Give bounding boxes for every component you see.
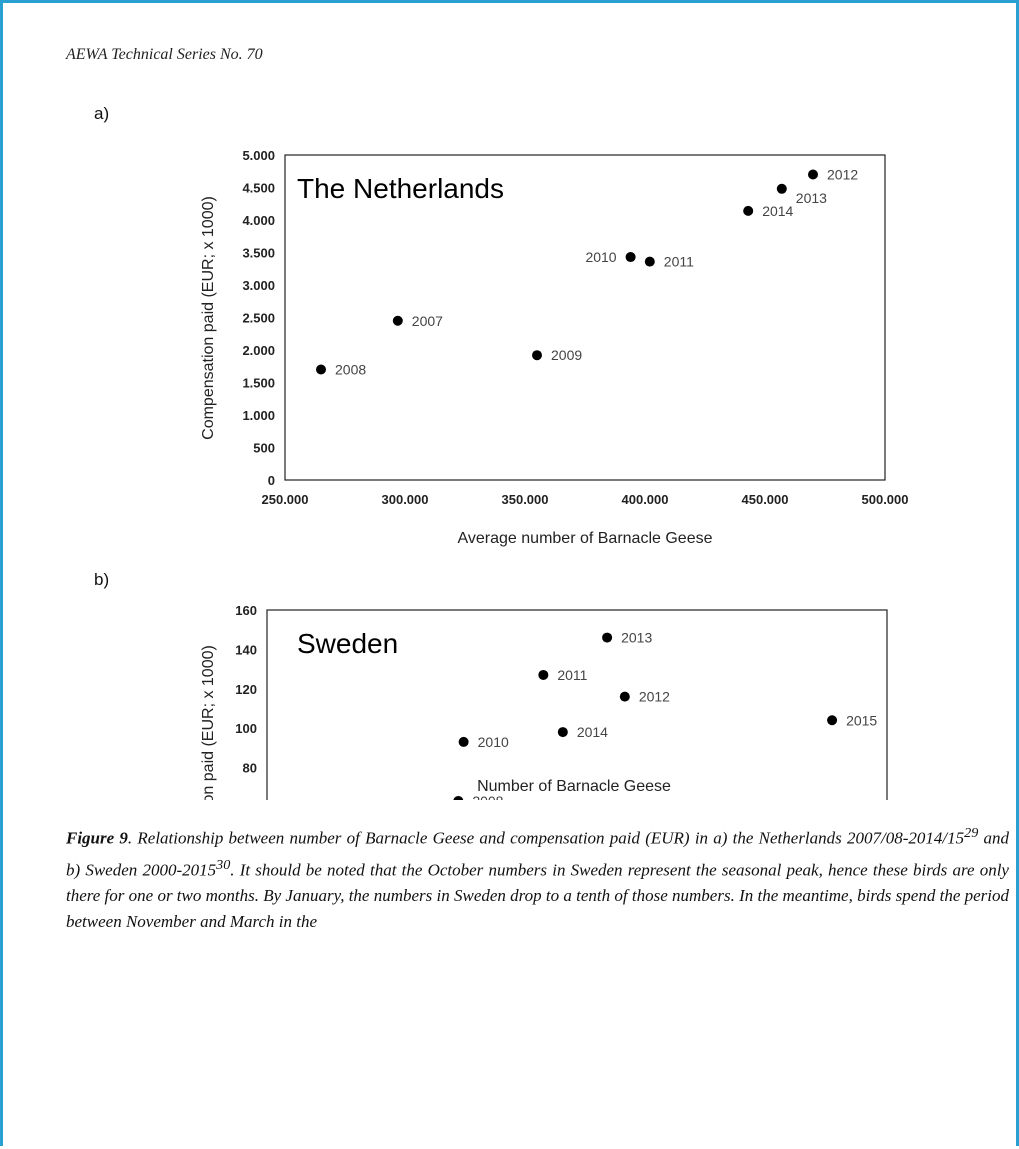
- x-axis-label-b: Number of Barnacle Geese: [477, 778, 671, 795]
- point-label-a: 2012: [827, 167, 858, 183]
- y-tick-label-a: 5.000: [242, 148, 275, 163]
- point-label-b: 2013: [621, 630, 652, 646]
- y-tick-label-a: 4.500: [242, 181, 275, 196]
- point-label-b: 2008: [472, 793, 503, 800]
- caption-text-1: . Relationship between number of Barnacl…: [127, 828, 965, 848]
- point-label-b: 2010: [478, 734, 509, 750]
- point-label-a: 2010: [585, 249, 616, 265]
- data-point-a: [625, 252, 636, 263]
- x-tick-label-a: 250.000: [262, 492, 309, 507]
- panel-label-b: b): [94, 570, 110, 589]
- y-tick-label-a: 0: [268, 473, 275, 488]
- point-label-b: 2014: [577, 724, 608, 740]
- data-point-b: [557, 727, 568, 738]
- point-label-b: 2011: [557, 667, 587, 683]
- plot-area-a: [284, 154, 886, 481]
- data-point-a: [644, 256, 655, 267]
- data-point-b: [453, 795, 464, 800]
- data-point-a: [776, 183, 787, 194]
- point-label-a: 2007: [412, 313, 443, 329]
- y-tick-label-b: 120: [235, 682, 257, 697]
- y-tick-label-a: 2.000: [242, 343, 275, 358]
- sweden-scatter-chart: Sweden Number of Barnacle Geese Compensa…: [200, 603, 888, 800]
- caption-text-2: and b) Sweden 2000-2015: [66, 828, 1009, 880]
- x-tick-label-a: 400.000: [622, 492, 669, 507]
- y-tick-label-a: 4.000: [242, 213, 275, 228]
- data-point-b: [458, 736, 469, 747]
- y-tick-label-b: 80: [243, 761, 257, 776]
- series-header: AEWA Technical Series No. 70: [66, 46, 263, 63]
- point-label-a: 2008: [335, 362, 366, 378]
- chart-title-a: The Netherlands: [297, 173, 504, 204]
- y-tick-label-a: 2.500: [242, 311, 275, 326]
- plot-area-b: [266, 609, 888, 800]
- point-label-b: 2012: [639, 689, 670, 705]
- x-axis-label-a: Average number of Barnacle Geese: [458, 530, 713, 547]
- point-label-a: 2013: [796, 190, 827, 206]
- data-point-b: [602, 632, 613, 643]
- data-point-a: [743, 205, 754, 216]
- point-label-a: 2011: [664, 254, 694, 270]
- y-tick-label-b: 140: [235, 642, 257, 657]
- caption-text-3: . It should be noted that the October nu…: [66, 860, 1009, 932]
- y-tick-label-a: 3.500: [242, 246, 275, 261]
- caption-sup-2: 30: [216, 856, 231, 873]
- y-tick-label-b: 100: [235, 721, 257, 736]
- y-tick-label-a: 500: [253, 441, 275, 456]
- x-tick-label-a: 450.000: [742, 492, 789, 507]
- x-tick-label-a: 300.000: [382, 492, 429, 507]
- data-point-a: [532, 350, 542, 361]
- data-point-a: [316, 364, 326, 375]
- x-tick-label-a: 350.000: [502, 492, 549, 507]
- marks-b: 050.000100.000150.000200.000250.000300.0…: [235, 603, 877, 800]
- data-point-b: [619, 691, 630, 702]
- caption-sup-1: 29: [964, 825, 979, 841]
- y-tick-label-a: 3.000: [242, 278, 275, 293]
- data-point-b: [827, 715, 838, 726]
- point-label-b: 2015: [846, 712, 877, 728]
- chart-title-b: Sweden: [297, 628, 398, 659]
- y-tick-label-a: 1.500: [242, 376, 275, 391]
- netherlands-scatter-chart: The Netherlands Average number of Barnac…: [200, 148, 909, 547]
- marks-a: 250.000 300.000 350.000 400.000 450.000 500.0…: [242, 148, 908, 507]
- point-label-a: 2009: [551, 347, 582, 363]
- y-axis-label-b: Compensation paid (EUR; x 1000): [200, 645, 217, 800]
- data-point-a: [392, 315, 403, 326]
- figure-caption: Figure 9. Relationship between number of…: [66, 820, 1009, 935]
- caption-figure-label: Figure 9: [66, 828, 128, 848]
- data-point-a: [808, 169, 818, 180]
- x-tick-label-a: 500.000: [862, 492, 909, 507]
- y-tick-label-a: 1.000: [242, 408, 275, 423]
- y-axis-label-a: Compensation paid (EUR; x 1000): [200, 196, 217, 440]
- point-label-a: 2014: [762, 203, 793, 219]
- panel-label-a: a): [94, 104, 110, 123]
- data-point-b: [538, 669, 549, 680]
- y-tick-label-b: 160: [235, 603, 257, 618]
